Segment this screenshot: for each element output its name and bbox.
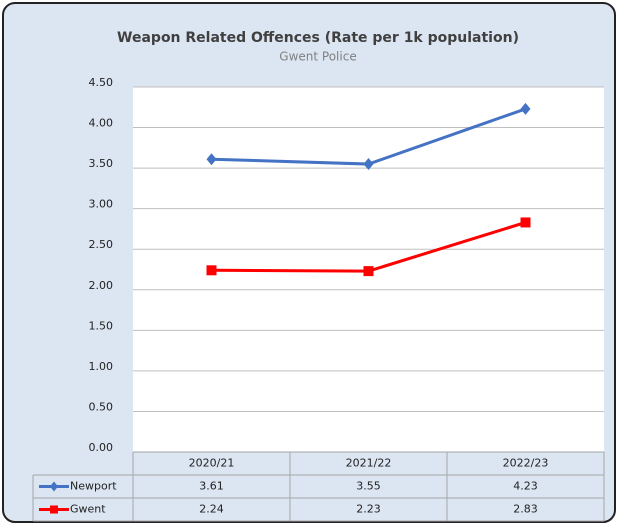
marker bbox=[363, 266, 374, 277]
y-tick-label: 2.00 bbox=[89, 279, 114, 292]
y-tick-label: 3.50 bbox=[89, 157, 114, 170]
y-tick-label: 0.50 bbox=[89, 400, 114, 413]
y-tick-label: 4.50 bbox=[89, 76, 114, 89]
table-value: 2.24 bbox=[199, 503, 224, 516]
x-tick-label: 2022/23 bbox=[503, 457, 549, 470]
marker bbox=[520, 217, 531, 228]
y-tick-label: 3.00 bbox=[89, 198, 114, 211]
marker bbox=[50, 505, 58, 514]
legend-label: Newport bbox=[70, 480, 117, 493]
chart-subtitle: Gwent Police bbox=[279, 50, 356, 64]
y-tick-label: 1.00 bbox=[89, 360, 114, 373]
y-tick-label: 2.50 bbox=[89, 238, 114, 251]
x-tick-label: 2021/22 bbox=[346, 457, 392, 470]
marker bbox=[206, 265, 217, 276]
marker bbox=[206, 153, 217, 166]
x-tick-label: 2020/21 bbox=[189, 457, 235, 470]
marker bbox=[50, 481, 58, 492]
table-value: 4.23 bbox=[513, 480, 538, 493]
marker bbox=[520, 102, 531, 115]
y-tick-label: 1.50 bbox=[89, 319, 114, 332]
legend-label: Gwent bbox=[70, 503, 106, 516]
table-value: 2.23 bbox=[356, 503, 381, 516]
table-value: 3.61 bbox=[199, 480, 224, 493]
y-tick-label: 4.00 bbox=[89, 117, 114, 130]
chart-title: Weapon Related Offences (Rate per 1k pop… bbox=[117, 30, 519, 46]
y-tick-label: 0.00 bbox=[89, 441, 114, 454]
marker bbox=[363, 158, 374, 171]
table-value: 2.83 bbox=[513, 503, 538, 516]
table-value: 3.55 bbox=[356, 480, 381, 493]
